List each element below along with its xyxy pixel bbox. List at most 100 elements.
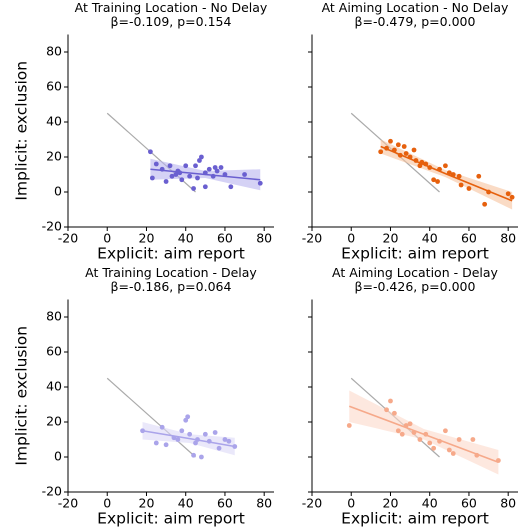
point xyxy=(199,154,204,160)
point xyxy=(212,165,218,170)
point xyxy=(183,163,189,169)
point xyxy=(470,437,476,442)
point xyxy=(212,430,218,435)
point xyxy=(423,431,429,437)
point xyxy=(187,431,193,437)
point xyxy=(222,172,228,177)
y-tick-label: 20 xyxy=(46,149,62,164)
point xyxy=(195,437,200,442)
x-tick-label: 0 xyxy=(103,231,111,246)
point xyxy=(458,182,464,188)
panel-title: At Training Location - No Delay xyxy=(75,0,268,15)
point xyxy=(435,179,440,184)
point xyxy=(403,423,409,428)
point xyxy=(392,147,397,153)
point xyxy=(346,423,352,428)
point xyxy=(456,173,462,179)
point xyxy=(228,184,234,190)
y-tick-label: 0 xyxy=(54,449,62,464)
point xyxy=(173,172,179,177)
x-tick-label: 80 xyxy=(256,496,272,511)
point xyxy=(153,440,159,446)
point xyxy=(193,440,198,446)
point xyxy=(474,452,480,458)
point xyxy=(202,184,208,190)
x-tick-label: 0 xyxy=(347,496,355,511)
point xyxy=(167,163,173,169)
point xyxy=(395,428,401,434)
point xyxy=(159,424,165,430)
point xyxy=(509,194,515,200)
fit-line xyxy=(142,429,235,448)
confidence-band xyxy=(349,390,499,475)
x-tick-label: 80 xyxy=(500,231,516,246)
point xyxy=(195,175,200,181)
point xyxy=(397,152,403,158)
x-tick-label: 20 xyxy=(383,231,399,246)
point xyxy=(395,142,401,148)
point xyxy=(411,147,417,153)
x-tick-label: 80 xyxy=(500,496,516,511)
point xyxy=(450,451,456,456)
point xyxy=(456,437,462,442)
y-tick-label: 60 xyxy=(46,79,62,94)
point xyxy=(159,166,165,172)
y-tick-label: 20 xyxy=(46,414,62,429)
point xyxy=(226,438,232,444)
point xyxy=(179,428,185,434)
point xyxy=(431,177,437,183)
point xyxy=(140,428,145,434)
x-tick-label: 60 xyxy=(217,231,233,246)
y-tick-label: 40 xyxy=(46,379,62,394)
point xyxy=(171,435,177,441)
x-tick-label: -20 xyxy=(58,231,78,246)
point xyxy=(175,437,181,442)
point xyxy=(206,166,212,172)
point xyxy=(163,179,169,184)
x-tick-label: 20 xyxy=(383,496,399,511)
point xyxy=(378,149,384,155)
point xyxy=(446,170,452,176)
panel-title: At Aiming Location - No Delay xyxy=(322,0,509,15)
point xyxy=(419,159,425,165)
panel-title: At Training Location - Delay xyxy=(85,265,257,280)
point xyxy=(218,165,224,170)
point xyxy=(417,163,423,169)
reference-line xyxy=(106,377,196,458)
point xyxy=(257,180,263,186)
point xyxy=(148,149,153,155)
point xyxy=(179,177,185,183)
point xyxy=(450,172,456,177)
point xyxy=(187,173,193,179)
panel-subtitle: β=-0.426, p=0.000 xyxy=(355,279,476,294)
point xyxy=(149,175,155,181)
x-tick-label: 40 xyxy=(178,496,194,511)
point xyxy=(384,145,389,151)
point xyxy=(153,161,159,167)
point xyxy=(206,438,212,444)
x-tick-label: 20 xyxy=(139,231,155,246)
point xyxy=(388,398,393,404)
point xyxy=(202,170,208,176)
point xyxy=(446,447,452,453)
point xyxy=(413,158,419,163)
point xyxy=(403,151,409,156)
point xyxy=(191,186,196,191)
point xyxy=(427,165,433,170)
y-tick-label: -20 xyxy=(42,219,62,234)
point xyxy=(242,172,247,177)
point xyxy=(482,201,488,207)
point xyxy=(443,163,448,169)
y-tick-label: 80 xyxy=(46,309,62,324)
x-tick-label: 20 xyxy=(139,496,155,511)
x-axis-label: Explicit: aim report xyxy=(341,510,489,527)
x-tick-label: 40 xyxy=(178,231,194,246)
point xyxy=(169,173,175,179)
point xyxy=(407,421,413,427)
point xyxy=(232,444,238,449)
point xyxy=(388,138,393,144)
point xyxy=(486,189,491,195)
point xyxy=(392,410,397,416)
point xyxy=(163,442,169,448)
point xyxy=(407,154,413,160)
